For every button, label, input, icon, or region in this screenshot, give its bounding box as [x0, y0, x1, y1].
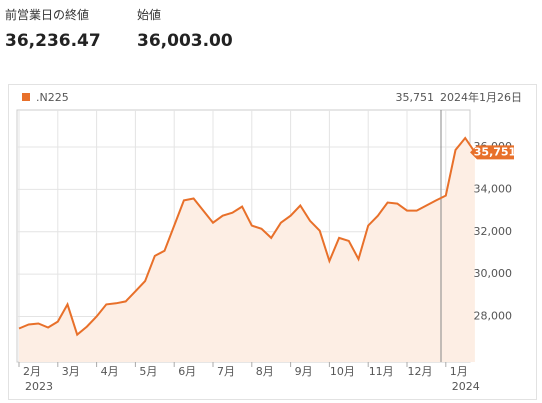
x-tick-label: 9月 — [295, 365, 313, 378]
chart-frame — [8, 84, 537, 400]
x-tick-label: 2月 — [23, 365, 41, 378]
y-tick-label: 34,000 — [474, 182, 513, 195]
x-tick-label: 10月 — [330, 365, 355, 378]
y-tick-label: 28,000 — [474, 309, 513, 322]
hover-date: 2024年1月26日 — [440, 90, 522, 104]
year-label: 2024 — [452, 380, 480, 393]
legend-label: .N225 — [36, 91, 69, 104]
x-tick-label: 12月 — [408, 365, 433, 378]
x-tick-label: 7月 — [217, 365, 235, 378]
x-tick-label: 5月 — [139, 365, 157, 378]
stat-label: 前営業日の終値 — [5, 8, 90, 22]
stat: 始値 36,003.00 — [137, 6, 233, 51]
x-tick-label: 4月 — [101, 365, 119, 378]
y-tick-label: 30,000 — [474, 267, 513, 280]
x-tick-label: 8月 — [256, 365, 274, 378]
legend-swatch — [22, 93, 30, 101]
stat-label: 始値 — [137, 8, 162, 22]
y-tick-label: 32,000 — [474, 225, 513, 238]
x-tick-label: 1月 — [450, 365, 468, 378]
stat: 前営業日の終値 36,236.47 — [5, 6, 101, 51]
x-tick-label: 3月 — [62, 365, 80, 378]
value-tag-label: 35,751 — [474, 145, 516, 158]
stat-value: 36,236.47 — [5, 31, 101, 51]
x-tick-label: 6月 — [178, 365, 196, 378]
hover-value: 35,751 — [396, 91, 435, 104]
year-label: 2023 — [25, 380, 53, 393]
x-tick-label: 11月 — [369, 365, 394, 378]
stat-value: 36,003.00 — [137, 31, 233, 51]
area — [19, 138, 475, 362]
line — [18, 136, 476, 337]
value-tag — [470, 145, 514, 160]
